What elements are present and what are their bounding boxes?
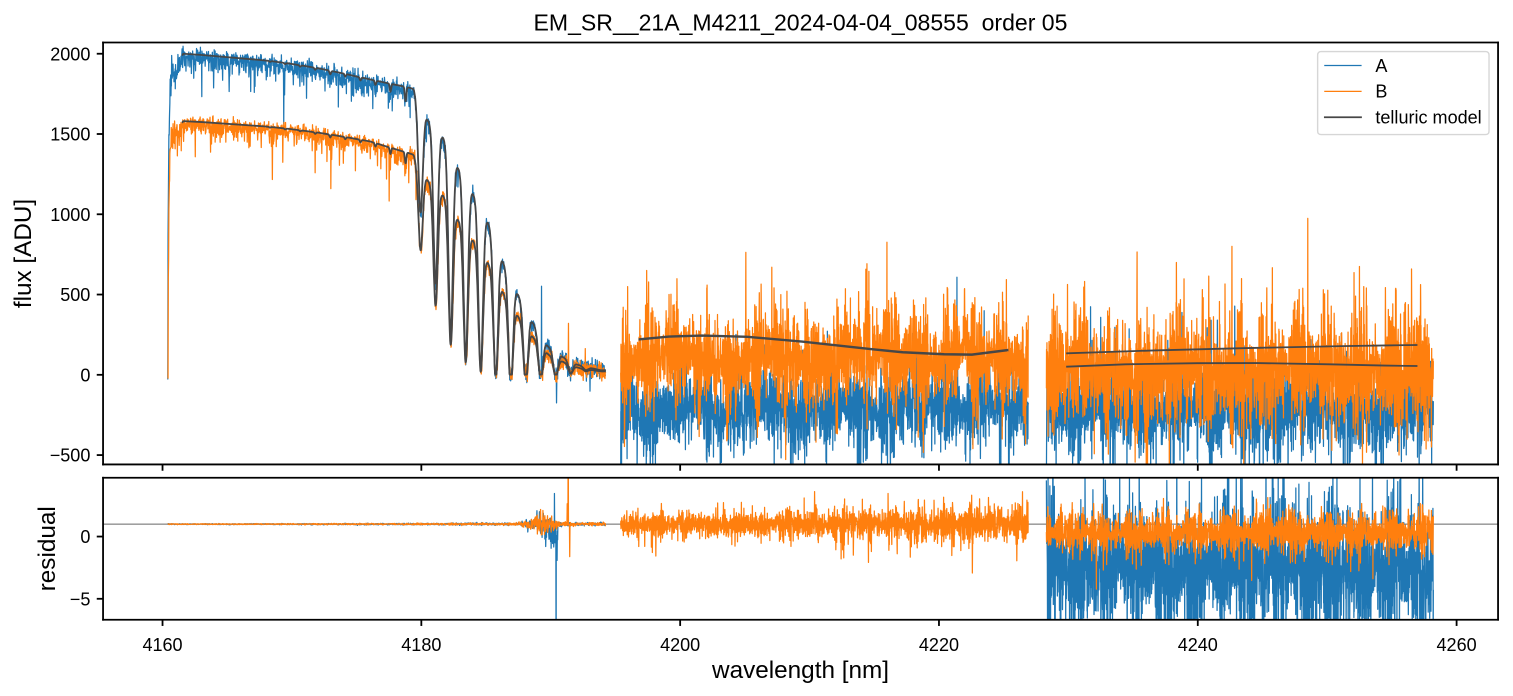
svg-text:−5: −5 [70, 589, 91, 609]
svg-text:telluric model: telluric model [1375, 108, 1481, 128]
svg-text:2000: 2000 [50, 44, 90, 64]
svg-text:0: 0 [80, 365, 90, 385]
svg-text:4200: 4200 [660, 635, 700, 655]
svg-text:4260: 4260 [1437, 635, 1477, 655]
svg-text:0: 0 [80, 527, 90, 547]
svg-text:B: B [1375, 82, 1387, 102]
svg-text:1500: 1500 [50, 125, 90, 145]
svg-text:4220: 4220 [919, 635, 959, 655]
svg-text:A: A [1375, 56, 1387, 76]
svg-text:4240: 4240 [1178, 635, 1218, 655]
svg-text:flux [ADU]: flux [ADU] [10, 199, 37, 308]
svg-text:residual: residual [34, 506, 61, 591]
svg-text:1000: 1000 [50, 205, 90, 225]
svg-text:wavelength [nm]: wavelength [nm] [711, 657, 889, 684]
svg-text:EM_SR__21A_M4211_2024-04-04_08: EM_SR__21A_M4211_2024-04-04_08555 order … [534, 10, 1068, 36]
svg-text:−500: −500 [50, 446, 91, 466]
svg-text:4160: 4160 [142, 635, 182, 655]
svg-text:4180: 4180 [401, 635, 441, 655]
svg-text:500: 500 [60, 285, 90, 305]
